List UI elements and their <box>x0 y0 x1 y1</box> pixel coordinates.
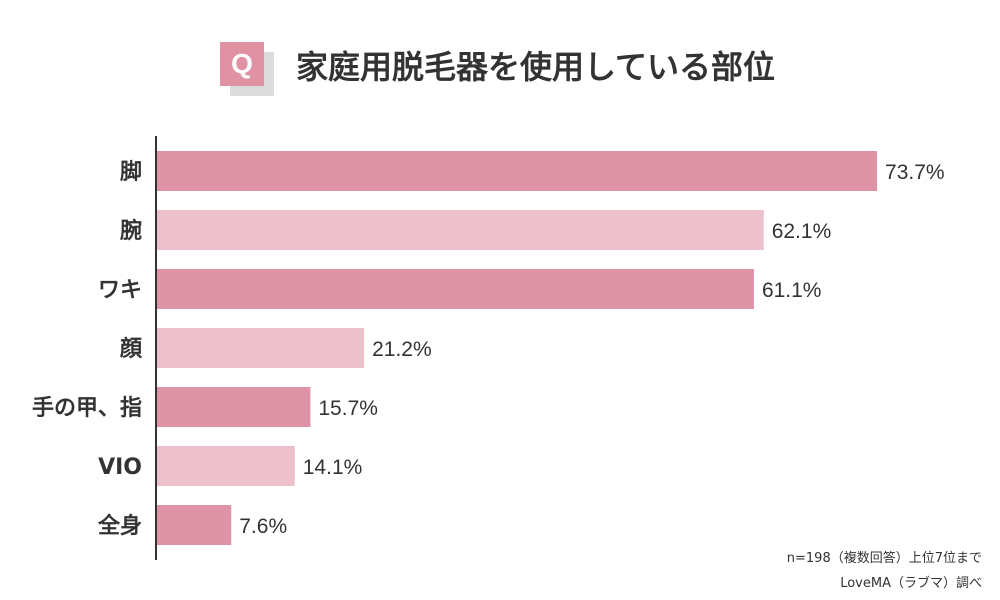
category-label-1: 腕 <box>120 218 142 244</box>
category-label-2: ワキ <box>98 278 142 303</box>
value-label-3: 21.2% <box>372 338 432 361</box>
sample-size-note: n=198（複数回答）上位7位まで <box>786 551 982 566</box>
bar-3 <box>157 328 365 368</box>
question-badge: Q <box>220 42 274 96</box>
category-label-0: 脚 <box>120 160 142 185</box>
bar-4 <box>157 387 311 427</box>
category-label-3: 顔 <box>119 336 143 362</box>
value-label-5: 14.1% <box>303 456 363 479</box>
category-label-5: VIO <box>98 455 142 480</box>
chart-header: Q 家庭用脱毛器を使用している部位 <box>0 0 1000 120</box>
bar-6 <box>157 505 232 545</box>
value-label-0: 73.7% <box>885 161 945 184</box>
source-note: LoveMA（ラブマ）調べ <box>840 576 982 591</box>
value-label-4: 15.7% <box>318 397 378 420</box>
value-label-2: 61.1% <box>762 279 822 302</box>
category-label-6: 全身 <box>97 513 142 539</box>
bar-1 <box>157 210 764 250</box>
value-label-1: 62.1% <box>772 220 832 243</box>
value-label-6: 7.6% <box>239 515 287 538</box>
question-badge-letter: Q <box>220 42 264 86</box>
bar-0 <box>157 151 878 191</box>
chart-title: 家庭用脱毛器を使用している部位 <box>296 48 776 86</box>
category-label-4: 手の甲、指 <box>32 396 142 421</box>
bar-2 <box>157 269 754 309</box>
bar-5 <box>157 446 295 486</box>
